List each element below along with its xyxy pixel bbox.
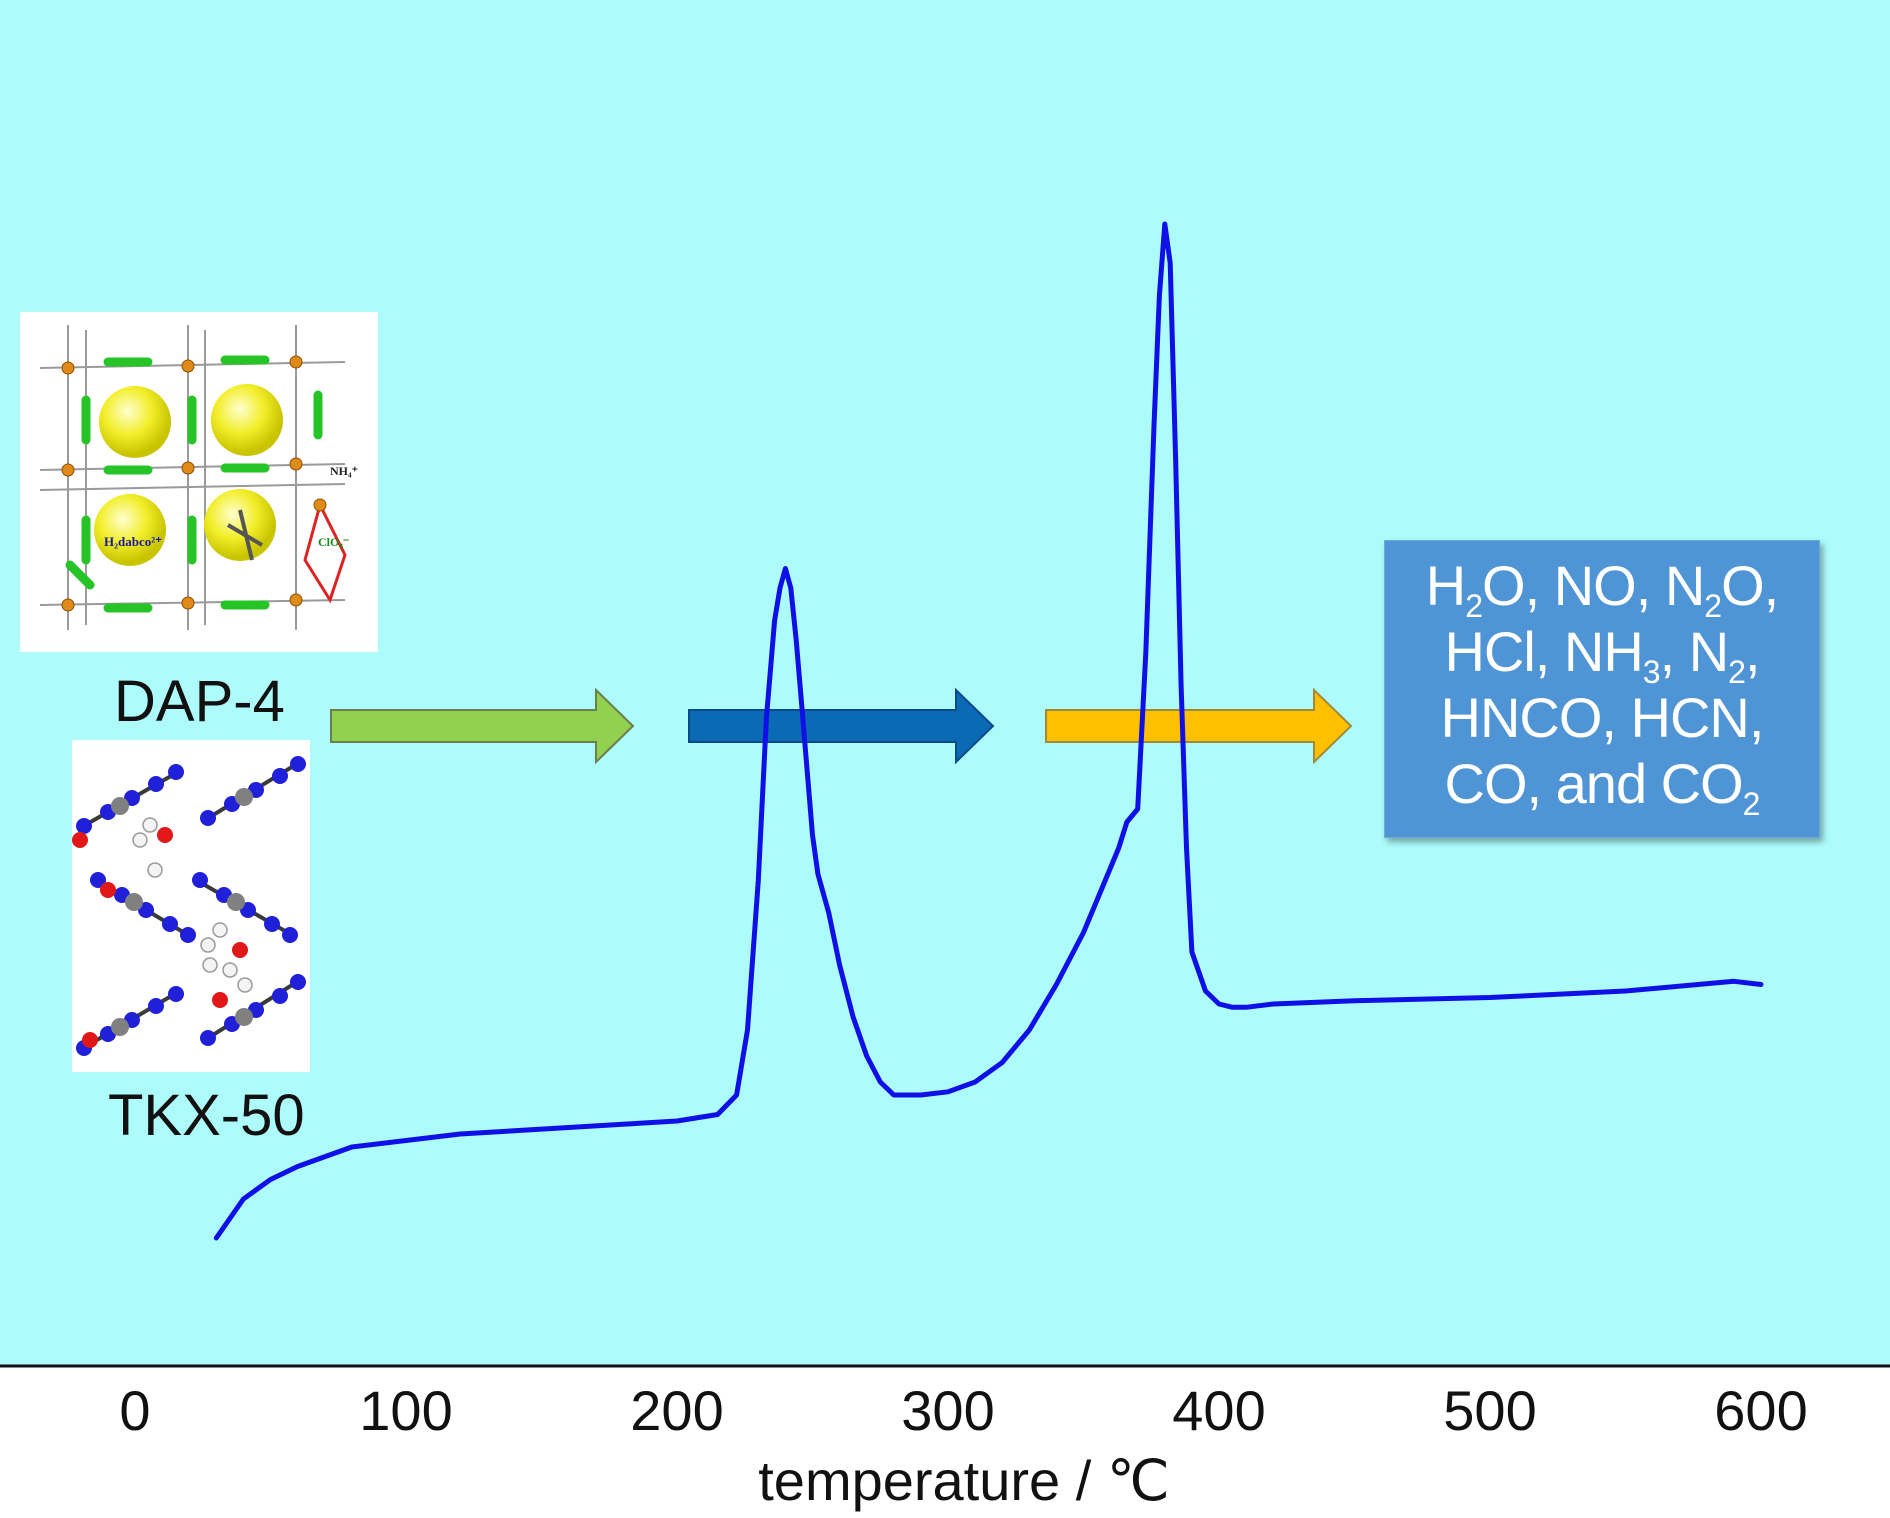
x-tick-label: 500	[1443, 1379, 1536, 1442]
process-arrow-1-icon	[330, 687, 635, 765]
x-tick-label: 100	[359, 1379, 452, 1442]
x-tick-label: 600	[1714, 1379, 1807, 1442]
products-line-4: CO, and CO2	[1444, 752, 1761, 822]
x-tick-labels: 0 100 200 300 400 500 600	[119, 1379, 1807, 1442]
sample-label-dap-4: DAP-4	[114, 669, 285, 734]
x-tick-label: 300	[901, 1379, 994, 1442]
dabco-label: H₂dabco²⁺	[104, 534, 162, 549]
products-line-3: HNCO, HCN,	[1440, 686, 1765, 749]
decomposition-products-box: H2O, NO, N2O, HCl, NH3, N2, HNCO, HCN, C…	[1384, 540, 1820, 838]
clo4-label: ClO₄⁻	[318, 535, 349, 549]
dap-4-structure-image: NH₄⁺ H₂dabco²⁺ ClO₄⁻	[20, 312, 378, 652]
x-axis-title: temperature / ℃	[758, 1449, 1170, 1512]
x-tick-label: 400	[1172, 1379, 1265, 1442]
products-line-2: HCl, NH3, N2,	[1444, 620, 1760, 690]
tkx-50-structure-image	[72, 740, 310, 1072]
nh4-label: NH₄⁺	[330, 464, 358, 478]
sample-label-tkx-50: TKX-50	[108, 1083, 305, 1148]
series-line	[213, 221, 1764, 1241]
x-tick-label: 200	[630, 1379, 723, 1442]
products-line-1: H2O, NO, N2O,	[1425, 554, 1779, 624]
process-arrow-2-icon	[688, 687, 995, 765]
process-arrow-3-icon	[1045, 687, 1353, 765]
x-tick-label: 0	[119, 1379, 150, 1442]
